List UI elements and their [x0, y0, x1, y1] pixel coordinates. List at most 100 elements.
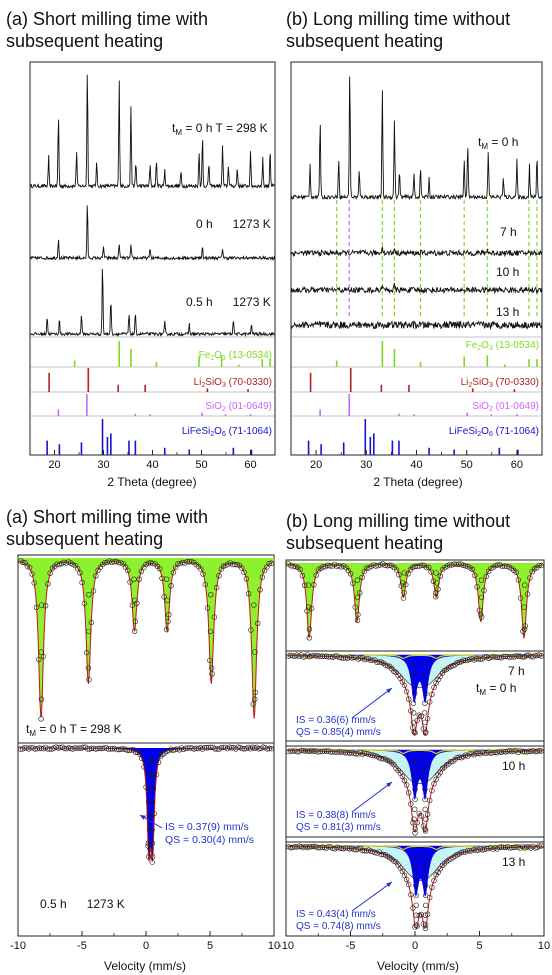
moss-right-arrow-7h-head — [386, 688, 392, 694]
moss-right-qs2: QS = 0.85(4) mm/s — [296, 727, 381, 738]
moss-left-05h-data-point — [145, 840, 152, 846]
moss-left-xlabel: Velocity (mm/s) — [104, 959, 186, 973]
moss-right-7h-data-point — [340, 655, 347, 661]
moss-right-0h-data-point — [320, 564, 326, 570]
moss-right-13h-data-point — [359, 847, 365, 854]
xrd-left-xtick-label-60: 60 — [244, 459, 256, 471]
moss-right-7h-data-point — [528, 653, 534, 660]
moss-right-7h-data-point — [406, 696, 412, 702]
moss-right-7h-data-point — [494, 654, 500, 660]
moss-right-7h-data-point — [424, 715, 431, 722]
moss-left-is: IS = 0.37(9) mm/s — [165, 821, 249, 833]
moss-right-xlabel: Velocity (mm/s) — [377, 959, 459, 973]
moss-left-0h-data-point — [77, 570, 83, 576]
moss-right-arrow-13h-head — [386, 882, 392, 888]
moss-right-13h-minor-sextet — [286, 845, 544, 851]
moss-right-13h-data-point — [378, 851, 384, 858]
moss-left-05h-data-point — [32, 746, 38, 752]
moss-right-0h-data-point — [522, 582, 528, 588]
moss-right-xtick-label--5: -5 — [346, 940, 356, 952]
moss-right-10h-data-point — [410, 820, 416, 826]
moss-left-05h-data-point — [113, 746, 120, 753]
moss-right-label-s2: 7 h — [508, 664, 525, 678]
moss-right-7h-data-point — [411, 671, 417, 677]
moss-right-0h-data-point — [306, 626, 313, 632]
moss-right-0h-data-point — [350, 580, 356, 587]
moss-right-13h-data-point — [413, 863, 419, 869]
moss-right-arrow-10h-head — [386, 782, 392, 788]
moss-right-13h-data-point — [511, 844, 517, 850]
xrd-right-label-s3: 10 h — [496, 265, 519, 279]
xrd-left-curve-1 — [29, 205, 276, 262]
moss-right-10h-data-point — [408, 801, 414, 807]
moss-right-13h-data-point — [317, 844, 323, 851]
moss-right-7h-data-point — [492, 654, 498, 660]
moss-left-label-t0: tM = 0 h T = 298 K — [26, 722, 122, 738]
moss-right-10h-data-point — [294, 748, 300, 755]
moss-left-05h-data-point — [266, 745, 272, 752]
moss-right-13h-data-point — [410, 905, 416, 911]
moss-left-05h-data-point — [218, 744, 225, 751]
moss-left-05h-data-point — [239, 745, 245, 752]
moss-right-label-s4: 13 h — [502, 855, 525, 869]
moss-right-13h-data-point — [321, 844, 328, 851]
moss-right-10h-data-point — [536, 747, 542, 754]
moss-right-13h-data-point — [479, 847, 486, 853]
moss-right-10h-data-point — [418, 813, 424, 819]
moss-right-0h-data-point — [387, 562, 393, 568]
moss-left-05h-doublet-fill — [18, 748, 274, 862]
moss-right-7h-data-point — [328, 653, 334, 660]
moss-right-7h-data-point — [523, 652, 530, 658]
moss-right-13h-data-point — [431, 877, 437, 884]
moss-right-13h-data-point — [422, 912, 428, 918]
moss-left-05h-data-point — [146, 799, 152, 806]
moss-left-05h-data-point — [17, 746, 24, 752]
moss-right-7h-data-point — [496, 654, 502, 660]
moss-right-10h-data-point — [411, 816, 417, 822]
moss-right-13h-data-point — [502, 844, 509, 851]
moss-right-7h-data-point — [431, 684, 437, 691]
moss-left-0h-fit-line — [17, 560, 275, 719]
moss-left-0h-data-point — [168, 582, 174, 589]
moss-right-13h-data-point — [413, 902, 419, 908]
moss-left-05h-data-point — [55, 745, 61, 751]
moss-left-0h-data-point — [86, 676, 92, 683]
moss-right-10h-data-point — [473, 750, 479, 757]
moss-left-05h-data-point — [22, 744, 28, 751]
moss-right-xtick-label-10: 10 — [538, 940, 550, 952]
moss-right-0h-data-point — [401, 590, 407, 596]
moss-left-0h-data-point — [132, 618, 139, 625]
moss-left-0h-data-point — [42, 603, 49, 609]
moss-right-10h-data-point — [321, 748, 328, 754]
moss-left-05h-data-point — [88, 745, 95, 751]
moss-right-10h-data-point — [347, 750, 353, 756]
moss-right-10h-data-point — [422, 786, 428, 793]
moss-right-0h-data-point — [419, 562, 425, 568]
moss-left-0h-data-point — [208, 591, 214, 598]
moss-right-10h-data-point — [336, 748, 342, 755]
moss-left-05h-data-point — [124, 747, 130, 753]
moss-right-0h-fit-line — [286, 563, 545, 639]
moss-right-0h-data-point — [400, 595, 407, 601]
moss-left-05h-data-point — [155, 759, 162, 765]
moss-right-7h-data-point — [421, 710, 428, 716]
moss-right-0h-data-point — [483, 573, 489, 580]
moss-right-xtick-label-0: 0 — [412, 940, 418, 952]
moss-left-05h-data-point — [44, 746, 51, 752]
moss-right-13h-data-point — [422, 882, 429, 889]
moss-right-7h-data-point — [473, 656, 479, 662]
moss-right-10h-data-point — [317, 748, 323, 755]
moss-left-0h-data-point — [245, 590, 252, 597]
moss-right-0h-data-point — [405, 571, 411, 577]
moss-right-7h-data-point — [532, 652, 538, 659]
moss-left-arrow-head — [140, 815, 146, 820]
moss-right-0h-data-point — [354, 617, 361, 623]
moss-right-13h-data-point — [414, 923, 420, 929]
moss-left-0h-data-point — [56, 561, 62, 568]
moss-right-10h-data-point — [456, 754, 462, 760]
moss-right-7h-data-point — [370, 657, 376, 663]
moss-right-0h-data-point — [437, 573, 443, 579]
moss-right-13h-data-point — [536, 843, 542, 849]
moss-left-0h-data-point — [132, 597, 138, 604]
moss-right-10h-data-point — [538, 748, 545, 754]
